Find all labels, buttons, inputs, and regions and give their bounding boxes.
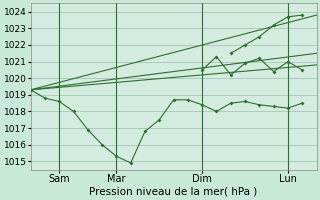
X-axis label: Pression niveau de la mer( hPa ): Pression niveau de la mer( hPa ) xyxy=(90,187,258,197)
